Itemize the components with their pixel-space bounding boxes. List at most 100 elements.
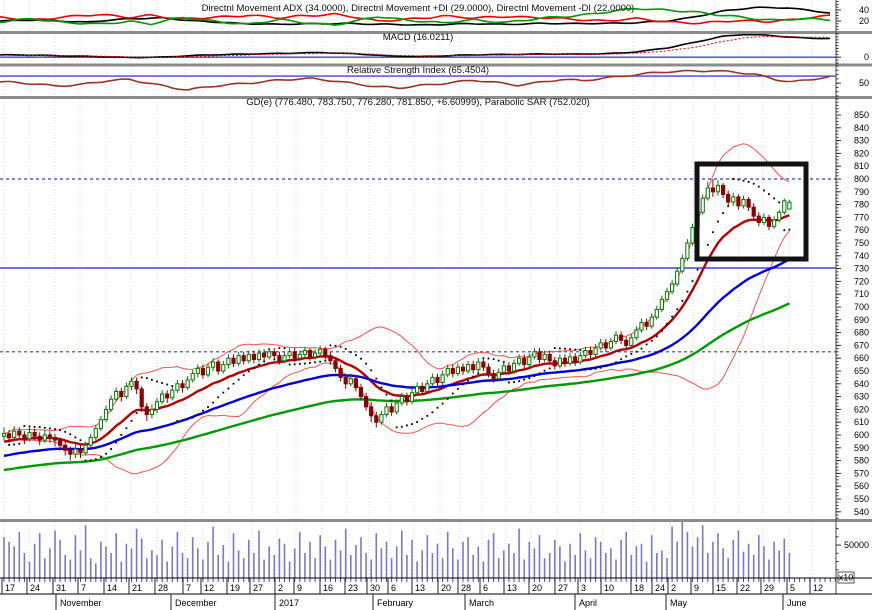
svg-text:780: 780 bbox=[854, 200, 869, 210]
svg-text:40: 40 bbox=[859, 5, 869, 15]
svg-text:50000: 50000 bbox=[844, 540, 869, 550]
dmi-series-ADX bbox=[0, 6, 831, 26]
svg-text:630: 630 bbox=[854, 392, 869, 402]
date-tick-label: 23 bbox=[348, 583, 358, 593]
annotation-rectangle bbox=[694, 161, 809, 262]
svg-text:770: 770 bbox=[854, 212, 869, 222]
date-tick-label: 20 bbox=[532, 583, 542, 593]
date-tick-label: 15 bbox=[716, 583, 726, 593]
date-tick-label: 2 bbox=[671, 583, 676, 593]
date-tick-label: 22 bbox=[740, 583, 750, 593]
svg-text:0: 0 bbox=[864, 52, 869, 62]
date-tick-label: 7 bbox=[186, 583, 191, 593]
month-label: March bbox=[469, 598, 494, 608]
date-tick-label: 17 bbox=[5, 583, 15, 593]
month-label: June bbox=[787, 598, 807, 608]
date-tick-label: 5 bbox=[790, 583, 795, 593]
month-label: April bbox=[579, 598, 597, 608]
svg-text:590: 590 bbox=[854, 443, 869, 453]
macd-series-Signal bbox=[0, 35, 831, 58]
svg-text:820: 820 bbox=[854, 148, 869, 158]
date-tick-label: 9 bbox=[297, 583, 302, 593]
candles bbox=[1, 179, 792, 461]
price-panel bbox=[0, 143, 836, 475]
date-tick-label: 28 bbox=[461, 583, 471, 593]
svg-text:620: 620 bbox=[854, 404, 869, 414]
bollinger-lower bbox=[3, 230, 790, 475]
svg-text:700: 700 bbox=[854, 302, 869, 312]
date-tick-label: 24 bbox=[655, 583, 665, 593]
svg-text:560: 560 bbox=[854, 481, 869, 491]
date-tick-label: 12 bbox=[204, 583, 214, 593]
month-label: 2017 bbox=[279, 598, 299, 608]
date-axis: 17 24 31 7 14 21 28 7 12 19 27 2 9 16 23 30 6 13 20 28 6 13 20… bbox=[0, 577, 872, 610]
dmi-series--DI bbox=[0, 7, 831, 27]
macd-series-MACD bbox=[0, 33, 831, 59]
date-tick-label: 16 bbox=[323, 583, 333, 593]
date-tick-label: 31 bbox=[56, 583, 66, 593]
date-tick-label: 10 bbox=[604, 583, 614, 593]
date-tick-label: 12 bbox=[813, 583, 823, 593]
svg-text:650: 650 bbox=[854, 366, 869, 376]
month-label: February bbox=[377, 598, 414, 608]
svg-text:790: 790 bbox=[854, 187, 869, 197]
rsi-panel bbox=[0, 69, 836, 91]
svg-text:730: 730 bbox=[854, 264, 869, 274]
month-label: December bbox=[175, 598, 217, 608]
svg-text:830: 830 bbox=[854, 136, 869, 146]
date-tick-label: 27 bbox=[253, 583, 263, 593]
ma-45 bbox=[3, 258, 790, 457]
month-label: November bbox=[60, 598, 102, 608]
ma-15 bbox=[3, 214, 790, 446]
month-label: May bbox=[670, 598, 688, 608]
date-tick-label: 27 bbox=[558, 583, 568, 593]
rsi-series-RSI bbox=[0, 69, 831, 91]
svg-text:760: 760 bbox=[854, 225, 869, 235]
svg-text:640: 640 bbox=[854, 379, 869, 389]
date-tick-label: 3 bbox=[581, 583, 586, 593]
volume-panel bbox=[3, 522, 791, 578]
date-tick-label: 7 bbox=[81, 583, 86, 593]
svg-text:670: 670 bbox=[854, 340, 869, 350]
svg-text:740: 740 bbox=[854, 251, 869, 261]
date-tick-label: 14 bbox=[107, 583, 117, 593]
date-tick-label: 13 bbox=[415, 583, 425, 593]
svg-text:550: 550 bbox=[854, 494, 869, 504]
svg-text:690: 690 bbox=[854, 315, 869, 325]
svg-text:750: 750 bbox=[854, 238, 869, 248]
date-tick-label: 24 bbox=[30, 583, 40, 593]
svg-text:840: 840 bbox=[854, 123, 869, 133]
date-tick-label: 20 bbox=[441, 583, 451, 593]
svg-text:570: 570 bbox=[854, 468, 869, 478]
date-tick-label: 28 bbox=[158, 583, 168, 593]
date-tick-label: 9 bbox=[694, 583, 699, 593]
date-tick-label: 21 bbox=[132, 583, 142, 593]
svg-text:710: 710 bbox=[854, 289, 869, 299]
svg-text:610: 610 bbox=[854, 417, 869, 427]
panel-separators bbox=[0, 31, 872, 522]
date-tick-label: 13 bbox=[507, 583, 517, 593]
svg-text:660: 660 bbox=[854, 353, 869, 363]
svg-text:850: 850 bbox=[854, 110, 869, 120]
date-tick-label: 6 bbox=[483, 583, 488, 593]
svg-text:580: 580 bbox=[854, 456, 869, 466]
svg-text:540: 540 bbox=[854, 507, 869, 517]
macd-panel bbox=[0, 33, 836, 59]
dmi-panel bbox=[0, 6, 831, 27]
svg-text:50: 50 bbox=[859, 78, 869, 88]
svg-text:720: 720 bbox=[854, 276, 869, 286]
date-tick-label: 6 bbox=[391, 583, 396, 593]
date-tick-label: 19 bbox=[230, 583, 240, 593]
date-tick-label: 18 bbox=[634, 583, 644, 593]
date-tick-label: 29 bbox=[764, 583, 774, 593]
date-tick-label: 30 bbox=[370, 583, 380, 593]
parabolic-sar bbox=[8, 178, 791, 462]
date-tick-label: 2 bbox=[278, 583, 283, 593]
svg-text:20: 20 bbox=[859, 16, 869, 26]
svg-text:600: 600 bbox=[854, 430, 869, 440]
dmi-series-+DI bbox=[0, 12, 831, 25]
